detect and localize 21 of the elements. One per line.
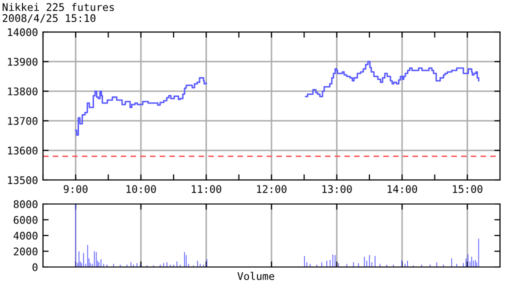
y-tick-label: 13600 [8,146,38,155]
y-tick-label: 13700 [8,117,38,125]
y-tick-label: 6000 [14,216,38,224]
y-tick-label: 13500 [8,176,38,184]
x-tick-label: 10:00 [126,185,156,193]
x-tick-label: 11:00 [192,185,222,193]
x-tick-label: 13:00 [322,185,352,193]
x-axis-title: Volume [237,272,274,280]
x-tick-label: 9:00 [64,185,88,193]
chart-title: Nikkei 225 futures [2,2,114,12]
x-tick-label: 15:00 [452,185,482,193]
y-tick-label: 2000 [14,248,38,256]
y-tick-label: 14000 [8,28,38,36]
x-tick-label: 14:00 [388,185,418,193]
y-tick-label: 4000 [14,232,38,240]
y-tick-label: 0 [32,263,38,272]
chart-subtitle: 2008/4/25 15:10 [2,14,96,23]
x-tick-label: 12:00 [257,185,287,193]
y-tick-label: 13900 [8,58,38,66]
y-tick-label: 8000 [14,200,38,208]
y-tick-label: 13800 [8,87,38,96]
